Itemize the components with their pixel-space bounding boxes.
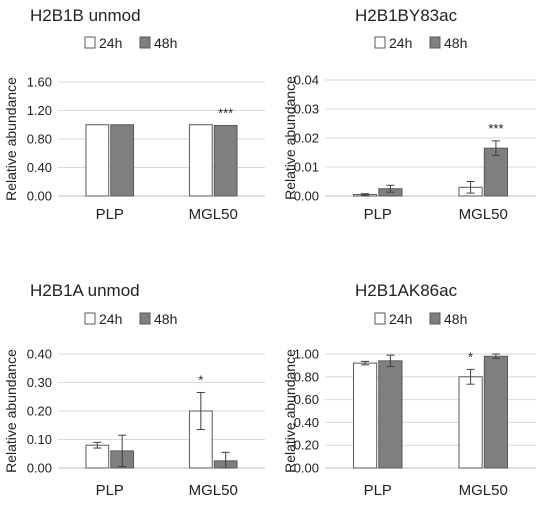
y-tick-label: 0.40 [27,347,52,362]
legend-label: 48h [444,35,467,51]
legend-label: 24h [99,311,122,327]
x-tick-label: MGL50 [459,206,508,223]
legend-swatch-48h [139,36,151,49]
y-tick-label: 0.20 [294,438,319,453]
legend-swatch-48h [139,312,151,325]
legend-label: 48h [154,311,177,327]
y-axis-label: Relative abundance [3,349,19,473]
y-tick-label: 0.00 [294,189,319,204]
x-tick-label: PLP [364,482,392,499]
legend-swatch-24h [84,36,96,49]
chart-title: H2B1A unmod [30,281,140,300]
significance-marker: * [198,372,203,387]
y-tick-label: 1.60 [27,75,52,90]
bar-24h-PLP [85,444,110,469]
y-tick-label: 1.20 [27,103,52,118]
bar-48h-MGL50 [213,124,238,197]
y-tick-label: 0.02 [294,131,319,146]
bar-24h-PLP [85,124,110,197]
chart-title: H2B1BY83ac [355,6,458,25]
bar-24h-MGL50 [188,124,213,197]
legend-label: 24h [389,35,412,51]
x-tick-label: MGL50 [189,482,238,499]
y-axis-label: Relative abundance [3,77,19,201]
legend-swatch-24h [374,36,386,49]
chart-title: H2B1AK86ac [355,281,458,300]
legend-label: 24h [389,311,412,327]
legend-swatch-24h [84,312,96,325]
bar-48h-MGL50 [483,355,509,469]
y-tick-label: 0.20 [27,404,52,419]
y-axis-label: Relative abundance [282,76,298,200]
y-tick-label: 0.10 [27,432,52,447]
y-tick-label: 0.00 [27,189,52,204]
legend-label: 24h [99,35,122,51]
x-tick-label: MGL50 [189,206,238,223]
significance-marker: * [468,349,473,364]
y-tick-label: 0.00 [294,461,319,476]
legend-swatch-48h [429,36,441,49]
chart-title: H2B1B unmod [30,6,141,25]
x-tick-label: MGL50 [459,482,508,499]
x-tick-label: PLP [96,482,124,499]
y-tick-label: 0.40 [294,415,319,430]
bar-24h-PLP [352,362,378,469]
y-axis-label: Relative abundance [282,349,298,473]
y-tick-label: 0.00 [27,461,52,476]
y-tick-label: 0.80 [294,369,319,384]
bar-48h-PLP [110,124,135,197]
bar-24h-MGL50 [458,376,483,469]
y-tick-label: 1.00 [294,347,319,362]
significance-marker: *** [218,105,233,120]
x-tick-label: PLP [364,206,392,223]
legend-swatch-48h [429,312,441,325]
y-tick-label: 0.80 [27,132,52,147]
y-tick-label: 0.03 [294,102,319,117]
y-tick-label: 0.40 [27,160,52,175]
bar-48h-PLP [378,360,403,469]
y-tick-label: 0.04 [294,73,319,88]
y-tick-label: 0.30 [27,375,52,390]
x-tick-label: PLP [96,206,124,223]
legend-label: 48h [444,311,467,327]
y-tick-label: 0.60 [294,392,319,407]
chart-panel: H2B1A unmod 24h 48h Relative abundance 0.00 0… [3,281,265,499]
legend-swatch-24h [374,312,386,325]
y-tick-label: 0.01 [294,160,319,175]
significance-marker: *** [488,121,503,136]
legend-label: 48h [154,35,177,51]
chart-panel: H2B1B unmod 24h 48h Relative abundance 0.00 0… [3,6,265,223]
